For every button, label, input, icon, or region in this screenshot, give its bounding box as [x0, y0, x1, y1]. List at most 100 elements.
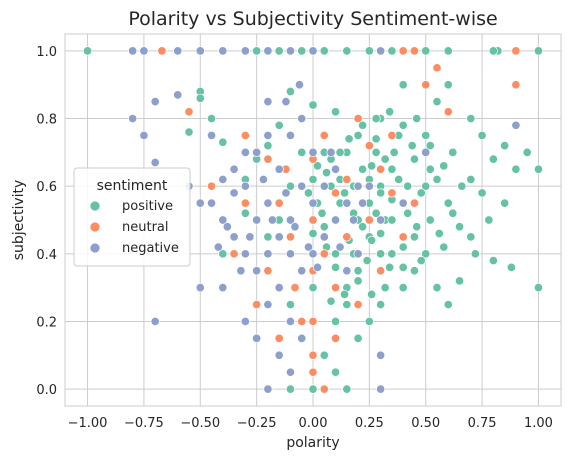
- data-point-negative: [195, 198, 205, 208]
- legend-box: [73, 167, 191, 267]
- data-point-negative: [364, 181, 374, 191]
- data-point-positive: [394, 174, 404, 184]
- data-point-neutral: [387, 188, 397, 198]
- legend-marker-negative: [89, 242, 101, 254]
- data-point-positive: [319, 222, 329, 232]
- data-point-positive: [398, 80, 408, 90]
- x-tick-label: −1.00: [68, 416, 108, 431]
- y-axis-label: subjectivity: [11, 180, 27, 261]
- data-point-negative: [297, 113, 307, 124]
- data-point-neutral: [184, 107, 194, 117]
- data-point-neutral: [376, 164, 386, 174]
- data-point-positive: [321, 168, 332, 178]
- data-point-positive: [380, 283, 390, 293]
- data-point-positive: [285, 299, 296, 310]
- x-tick-label: 1.00: [524, 416, 553, 431]
- data-point-positive: [432, 97, 442, 107]
- data-point-positive: [421, 249, 431, 259]
- data-point-positive: [342, 46, 352, 56]
- data-point-positive: [353, 266, 363, 276]
- data-point-positive: [477, 188, 487, 198]
- data-point-positive: [457, 181, 467, 191]
- data-point-positive: [274, 120, 284, 130]
- data-point-positive: [353, 333, 363, 343]
- data-point-negative: [376, 384, 386, 394]
- data-point-positive: [376, 188, 386, 198]
- data-point-neutral: [308, 316, 318, 327]
- data-point-positive: [335, 147, 345, 157]
- data-point-negative: [252, 333, 262, 343]
- data-point-neutral: [409, 198, 420, 208]
- data-point-negative: [258, 174, 268, 184]
- data-point-positive: [409, 154, 420, 164]
- data-point-positive: [297, 46, 307, 56]
- y-tick-labels: 0.0 0.2 0.4 0.6 0.8 1.0: [36, 45, 57, 398]
- data-point-positive: [488, 46, 498, 56]
- data-point-positive: [416, 256, 426, 266]
- data-point-neutral: [319, 130, 329, 141]
- data-point-negative: [342, 198, 352, 208]
- data-point-positive: [285, 181, 296, 191]
- data-point-positive: [364, 46, 374, 56]
- x-tick-label: −0.75: [124, 416, 164, 431]
- data-point-neutral: [511, 46, 521, 56]
- data-point-positive: [330, 107, 341, 117]
- data-point-positive: [454, 222, 465, 232]
- data-point-neutral: [330, 283, 341, 293]
- data-point-positive: [387, 249, 397, 259]
- data-point-positive: [488, 154, 498, 164]
- data-point-neutral: [274, 198, 284, 208]
- data-point-negative: [128, 46, 138, 56]
- data-point-negative: [330, 215, 341, 225]
- data-point-positive: [303, 188, 314, 198]
- data-point-positive: [319, 350, 329, 360]
- data-point-neutral: [364, 141, 374, 151]
- data-point-negative: [285, 46, 296, 56]
- data-point-neutral: [376, 266, 386, 276]
- x-tick-label: 0.00: [299, 416, 328, 431]
- data-point-positive: [448, 147, 458, 157]
- data-point-negative: [229, 232, 239, 242]
- data-point-neutral: [290, 283, 300, 293]
- data-point-negative: [252, 147, 262, 157]
- data-point-positive: [389, 147, 399, 157]
- data-point-positive: [387, 164, 397, 174]
- data-point-neutral: [364, 215, 374, 225]
- data-point-positive: [297, 147, 307, 157]
- legend-title: sentiment: [97, 178, 168, 194]
- data-point-positive: [358, 164, 368, 174]
- data-point-positive: [330, 262, 341, 272]
- data-point-positive: [263, 141, 273, 151]
- data-point-positive: [398, 242, 408, 252]
- data-point-negative: [150, 316, 160, 327]
- data-point-negative: [285, 130, 296, 141]
- data-point-negative: [326, 147, 336, 157]
- data-point-negative: [376, 215, 386, 225]
- legend-items: positive neutral negative: [89, 199, 179, 256]
- data-point-negative: [319, 181, 329, 191]
- data-point-negative: [206, 130, 217, 141]
- data-point-negative: [263, 384, 273, 394]
- data-point-negative: [240, 147, 250, 157]
- data-point-positive: [434, 228, 444, 239]
- data-point-positive: [522, 147, 532, 157]
- data-point-positive: [285, 384, 296, 394]
- x-axis-label: polarity: [286, 435, 339, 451]
- data-point-positive: [466, 174, 476, 184]
- data-point-negative: [297, 266, 307, 276]
- data-point-positive: [358, 120, 368, 130]
- data-point-neutral: [387, 130, 397, 141]
- data-point-neutral: [308, 350, 318, 360]
- data-point-positive: [326, 296, 336, 306]
- data-point-negative: [342, 266, 352, 276]
- data-point-positive: [466, 113, 476, 124]
- data-point-neutral: [229, 249, 239, 259]
- data-point-positive: [443, 80, 453, 90]
- data-point-positive: [353, 130, 363, 141]
- y-tick-label: 0.2: [36, 315, 57, 330]
- data-point-negative: [173, 46, 183, 56]
- data-point-negative: [240, 316, 250, 327]
- data-point-negative: [358, 198, 368, 208]
- data-point-negative: [139, 46, 149, 56]
- data-point-positive: [407, 141, 417, 151]
